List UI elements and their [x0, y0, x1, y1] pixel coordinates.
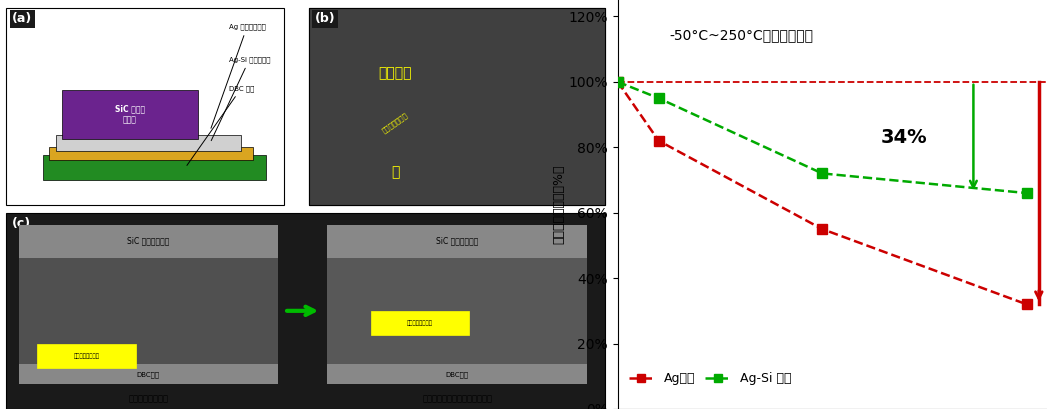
Bar [328, 241, 586, 384]
Bar [62, 90, 198, 139]
FancyBboxPatch shape [37, 344, 136, 368]
Text: -50°C~250°C　熱衆撃試験: -50°C~250°C 熱衆撃試験 [669, 29, 814, 43]
Bar [309, 8, 605, 204]
Bar [19, 225, 279, 258]
Text: 銀焼結層（従来）: 銀焼結層（従来） [128, 394, 169, 403]
Bar [6, 213, 605, 409]
FancyBboxPatch shape [371, 311, 469, 335]
Text: シリコン: シリコン [379, 67, 413, 81]
Bar [328, 364, 586, 384]
Text: クラック（亀裂）: クラック（亀裂） [73, 353, 99, 359]
Text: DBC基板: DBC基板 [446, 371, 469, 378]
Bar [328, 225, 586, 258]
Text: 銀: 銀 [392, 165, 400, 179]
Text: Ag メタライズ層: Ag メタライズ層 [210, 24, 266, 128]
Text: DBC 基板: DBC 基板 [187, 85, 254, 165]
Text: 銀とシリコン焼結層（新開発）: 銀とシリコン焼結層（新開発） [422, 394, 492, 403]
Bar [309, 8, 605, 204]
Text: クラック（亀裂）: クラック（亀裂） [407, 320, 433, 326]
Text: DBC基板: DBC基板 [137, 371, 160, 378]
Text: (b): (b) [315, 12, 336, 25]
Bar [55, 135, 241, 151]
Y-axis label: 接合強度維持率（%）: 接合強度維持率（%） [553, 165, 565, 244]
Text: SiC パワー半導体: SiC パワー半導体 [436, 237, 478, 246]
Text: (c): (c) [13, 217, 31, 230]
Text: シリコン酸化膜: シリコン酸化膜 [381, 112, 409, 134]
Bar [49, 147, 253, 160]
Bar [6, 8, 284, 204]
Text: SiC パワー半導体: SiC パワー半導体 [127, 237, 170, 246]
Bar [19, 241, 279, 384]
Bar [43, 155, 266, 180]
Text: 34%: 34% [881, 128, 928, 147]
Text: Ag-Si 焼結接合層: Ag-Si 焼結接合層 [211, 56, 270, 141]
Legend: Ag焼結, Ag-Si 焼結: Ag焼結, Ag-Si 焼結 [624, 367, 797, 391]
Text: SiC パワー
半導体: SiC パワー 半導体 [115, 105, 144, 124]
Text: (a): (a) [13, 12, 32, 25]
Bar [19, 364, 279, 384]
